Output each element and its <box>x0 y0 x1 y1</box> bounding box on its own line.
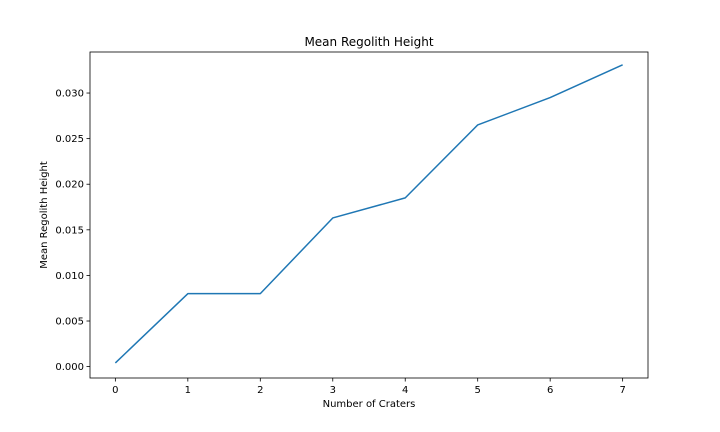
y-tick-label: 0.015 <box>55 225 84 236</box>
x-tick-label: 5 <box>475 385 481 396</box>
y-tick-label: 0.005 <box>55 317 84 328</box>
y-tick-label: 0.025 <box>55 134 84 145</box>
y-tick-label: 0.000 <box>55 362 84 373</box>
x-tick-label: 3 <box>330 385 336 396</box>
y-tick-label: 0.030 <box>55 89 84 100</box>
series-line-0 <box>114 64 623 364</box>
plot-frame <box>89 51 649 379</box>
x-tick-label: 4 <box>402 385 408 396</box>
x-tick-label: 7 <box>619 385 625 396</box>
y-axis-label: Mean Regolith Height <box>39 161 50 269</box>
x-tick-label: 0 <box>112 385 118 396</box>
y-tick-label: 0.020 <box>55 180 84 191</box>
y-tick-label: 0.010 <box>55 271 84 282</box>
x-tick-label: 6 <box>547 385 553 396</box>
x-tick-label: 1 <box>185 385 191 396</box>
series-layer <box>114 64 623 364</box>
y-axis-ticks: 0.000 0.005 0.010 0.015 0.020 0.025 0.030 <box>55 89 90 373</box>
x-axis-label: Number of Craters <box>323 399 416 410</box>
x-axis-ticks: 0 1 2 3 4 5 6 7 <box>112 378 626 396</box>
chart-title: Mean Regolith Height <box>304 35 433 49</box>
x-tick-label: 2 <box>257 385 263 396</box>
